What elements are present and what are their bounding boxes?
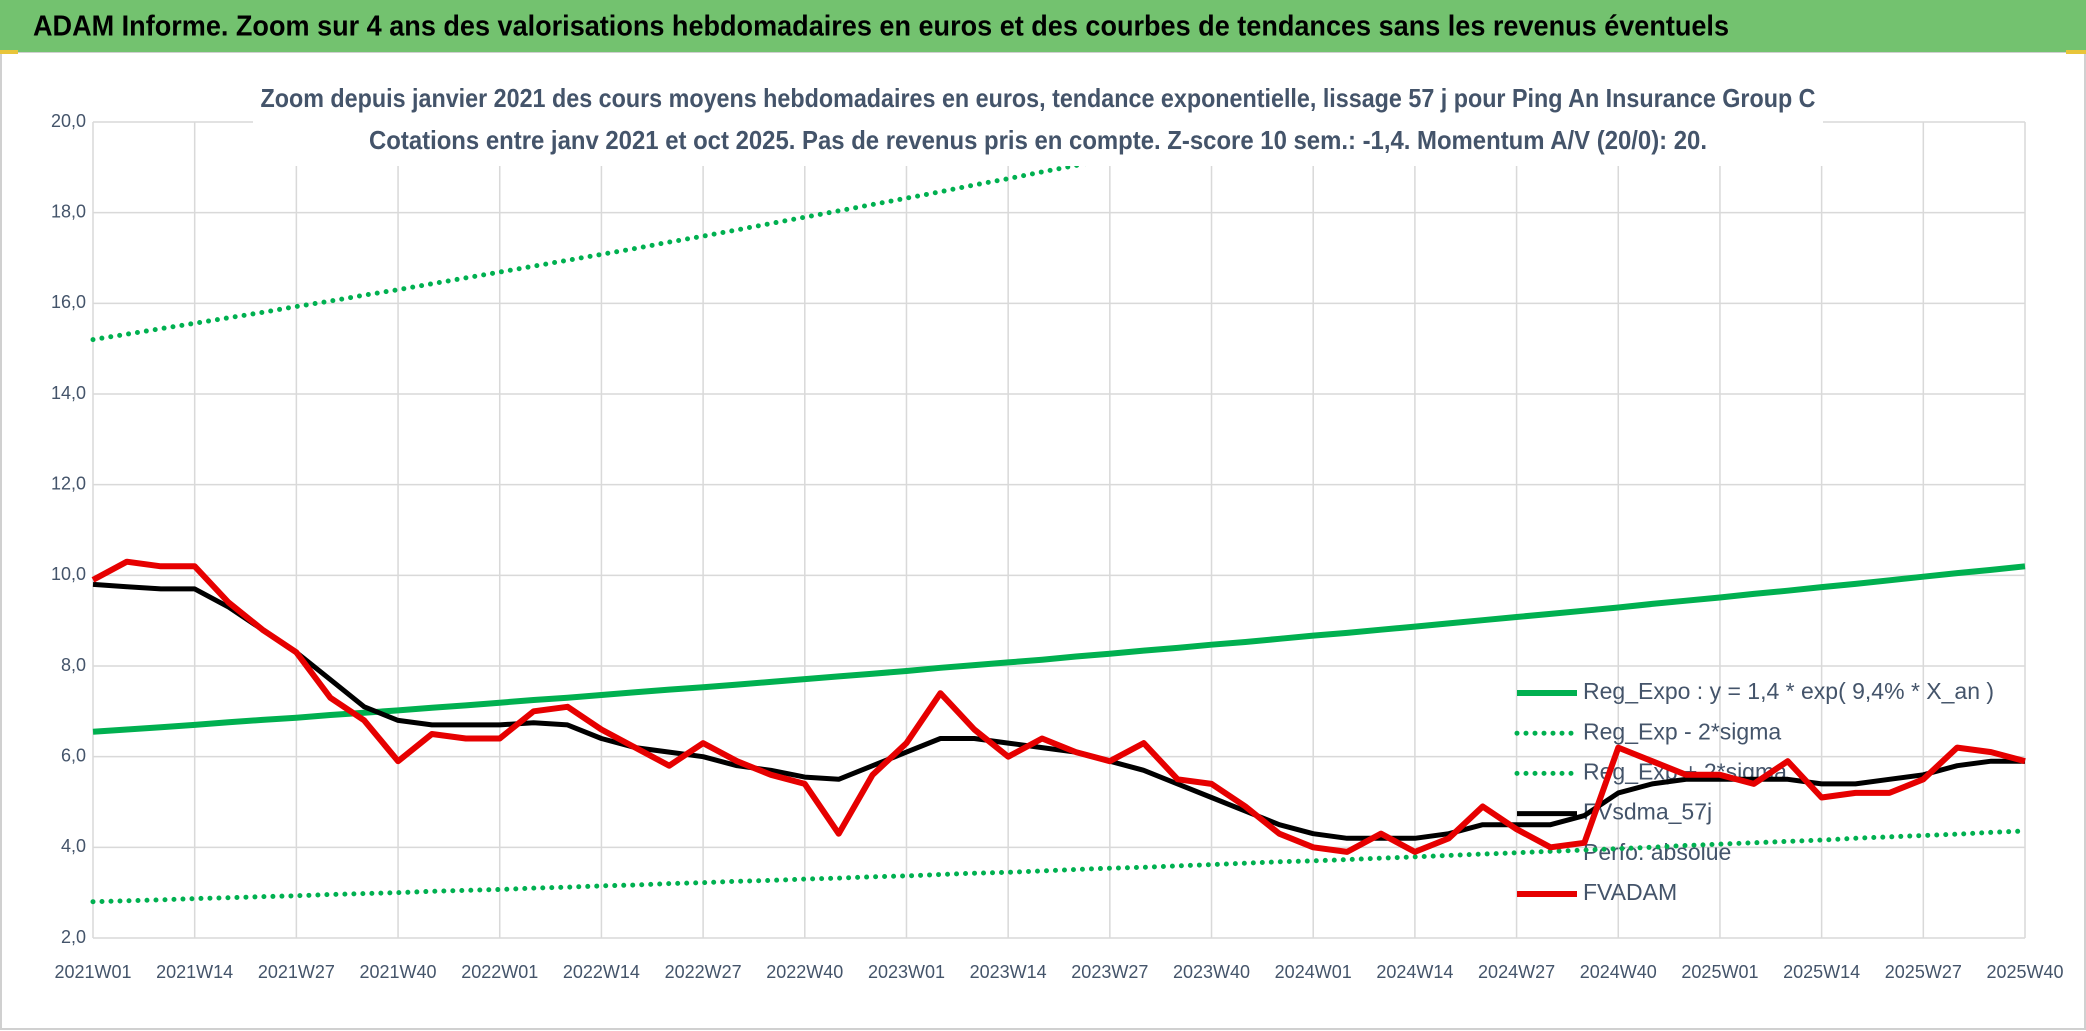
x-tick-label: 2024W01	[1275, 962, 1352, 982]
legend-label: Reg_Exp - 2*sigma	[1583, 718, 1781, 744]
x-tick-label: 2024W40	[1580, 962, 1657, 982]
series-line	[91, 558, 2026, 855]
x-tick-label: 2025W40	[1986, 962, 2063, 982]
header-accent	[0, 50, 18, 54]
legend-label: Reg_Expo : y = 1,4 * exp( 9,4% * X_an )	[1583, 678, 1994, 704]
y-tick-label: 20,0	[51, 111, 86, 131]
y-tick-label: 2,0	[61, 927, 86, 947]
y-tick-label: 8,0	[61, 655, 86, 675]
x-tick-label: 2023W14	[970, 962, 1047, 982]
chart-subtitle: Cotations entre janv 2021 et oct 2025. P…	[369, 125, 1707, 155]
x-tick-label: 2023W40	[1173, 962, 1250, 982]
x-tick-label: 2021W01	[54, 962, 131, 982]
x-tick-label: 2022W14	[563, 962, 640, 982]
x-tick-label: 2023W27	[1071, 962, 1148, 982]
x-tick-label: 2023W01	[868, 962, 945, 982]
y-tick-label: 14,0	[51, 383, 86, 403]
header-accent	[2066, 50, 2086, 54]
x-tick-label: 2024W14	[1376, 962, 1453, 982]
x-tick-label: 2025W01	[1681, 962, 1758, 982]
chart-title: Zoom depuis janvier 2021 des cours moyen…	[261, 83, 1816, 113]
x-tick-label: 2022W27	[665, 962, 742, 982]
header-title: ADAM Informe. Zoom sur 4 ans des valoris…	[33, 11, 1729, 43]
y-tick-label: 12,0	[51, 473, 86, 493]
y-tick-label: 4,0	[61, 836, 86, 856]
x-tick-label: 2022W40	[766, 962, 843, 982]
series-line	[92, 563, 2026, 735]
x-tick-label: 2021W27	[258, 962, 335, 982]
x-tick-label: 2024W27	[1478, 962, 1555, 982]
legend-label: FVADAM	[1583, 879, 1677, 905]
y-tick-label: 18,0	[51, 201, 86, 221]
x-tick-label: 2025W27	[1885, 962, 1962, 982]
series-line	[90, 828, 2028, 905]
y-tick-label: 6,0	[61, 745, 86, 765]
legend-label: Perfo. absolue	[1583, 839, 1731, 865]
x-tick-label: 2021W40	[360, 962, 437, 982]
series-line	[90, 122, 1302, 343]
title-box	[253, 80, 1823, 166]
series-line	[92, 581, 2025, 841]
y-tick-label: 16,0	[51, 292, 86, 312]
x-tick-label: 2025W14	[1783, 962, 1860, 982]
y-tick-label: 10,0	[51, 564, 86, 584]
header-bar	[0, 0, 2086, 52]
x-tick-label: 2021W14	[156, 962, 233, 982]
x-tick-label: 2022W01	[461, 962, 538, 982]
